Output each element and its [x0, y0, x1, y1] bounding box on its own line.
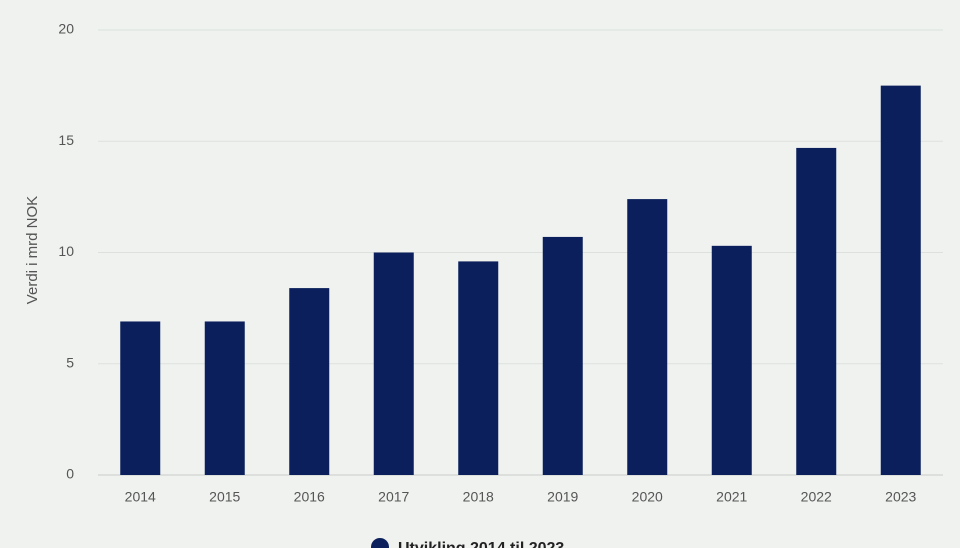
bar — [204, 321, 245, 475]
y-tick-label: 0 — [66, 466, 74, 482]
x-tick-label: 2018 — [463, 489, 494, 505]
x-tick-label: 2014 — [125, 489, 156, 505]
legend-marker — [371, 538, 389, 548]
x-tick-label: 2015 — [209, 489, 240, 505]
y-tick-label: 20 — [58, 21, 74, 37]
y-tick-label: 10 — [58, 243, 74, 259]
bar — [880, 85, 921, 475]
bar — [627, 199, 668, 475]
bar — [796, 147, 837, 476]
x-tick-label: 2021 — [716, 489, 747, 505]
bar — [289, 288, 330, 475]
x-tick-label: 2020 — [632, 489, 663, 505]
y-axis-label: Verdi i mrd NOK — [24, 196, 41, 304]
legend-label: Utvikling 2014 til 2023 — [398, 540, 564, 548]
bar — [458, 261, 499, 475]
y-tick-label: 15 — [58, 132, 74, 148]
x-tick-label: 2017 — [378, 489, 409, 505]
bar — [711, 245, 752, 475]
bar — [542, 236, 583, 475]
x-tick-label: 2019 — [547, 489, 578, 505]
bar — [373, 252, 414, 475]
x-tick-label: 2023 — [885, 489, 916, 505]
y-tick-label: 5 — [66, 354, 74, 370]
x-tick-label: 2016 — [294, 489, 325, 505]
x-tick-label: 2022 — [801, 489, 832, 505]
bar — [120, 321, 161, 475]
